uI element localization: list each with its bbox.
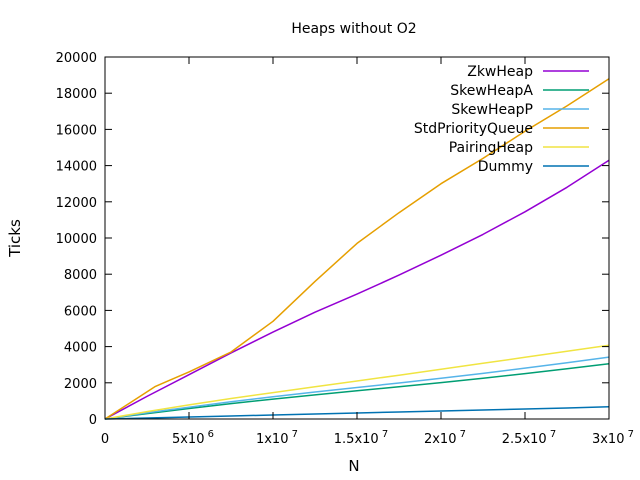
y-axis-label: Ticks <box>6 219 24 258</box>
tick-layer: 0 2000 4000 6000 8000 10000 12000 14000 16000 180… <box>56 51 634 447</box>
series-line-PairingHeap <box>104 344 610 420</box>
legend-label: PairingHeap <box>449 140 533 156</box>
x-tick-label: 0 <box>101 432 109 447</box>
chart-title: Heaps without O2 <box>291 21 416 37</box>
legend-label: ZkwHeap <box>467 64 533 80</box>
legend-label: StdPriorityQueue <box>414 121 533 137</box>
y-tick-label: 6000 <box>64 304 97 319</box>
series-line-ZkwHeap <box>104 159 610 420</box>
y-tick-label: 4000 <box>64 341 97 356</box>
y-tick-label: 12000 <box>56 196 97 211</box>
legend-label: SkewHeapP <box>451 102 533 118</box>
legend-label: Dummy <box>478 159 533 175</box>
legend: ZkwHeap SkewHeapA SkewHeapP StdPriorityQueu… <box>414 64 589 175</box>
y-tick-label: 14000 <box>56 160 97 175</box>
series-layer <box>104 78 610 420</box>
x-tick-label: 2.5x10 7 <box>502 429 556 447</box>
y-tick-label: 20000 <box>56 51 97 66</box>
legend-label: SkewHeapA <box>450 83 533 99</box>
x-tick-label: 1.5x10 7 <box>334 429 388 447</box>
y-tick-label: 2000 <box>64 377 97 392</box>
series-line-SkewHeapP <box>104 356 610 420</box>
x-tick-label: 2x10 7 <box>424 429 466 447</box>
x-tick-label: 3x10 7 <box>592 429 634 447</box>
y-tick-label: 0 <box>89 413 97 428</box>
y-tick-label: 16000 <box>56 123 97 138</box>
y-tick-label: 8000 <box>64 268 97 283</box>
x-tick-label: 5x10 6 <box>172 429 214 447</box>
x-tick-label: 1x10 7 <box>256 429 298 447</box>
plot-frame <box>104 56 610 420</box>
series-line-StdPriorityQueue <box>104 78 610 420</box>
series-line-SkewHeapA <box>104 363 610 420</box>
y-tick-label: 10000 <box>56 232 97 247</box>
y-tick-label: 18000 <box>56 87 97 102</box>
x-axis-label: N <box>348 457 359 475</box>
